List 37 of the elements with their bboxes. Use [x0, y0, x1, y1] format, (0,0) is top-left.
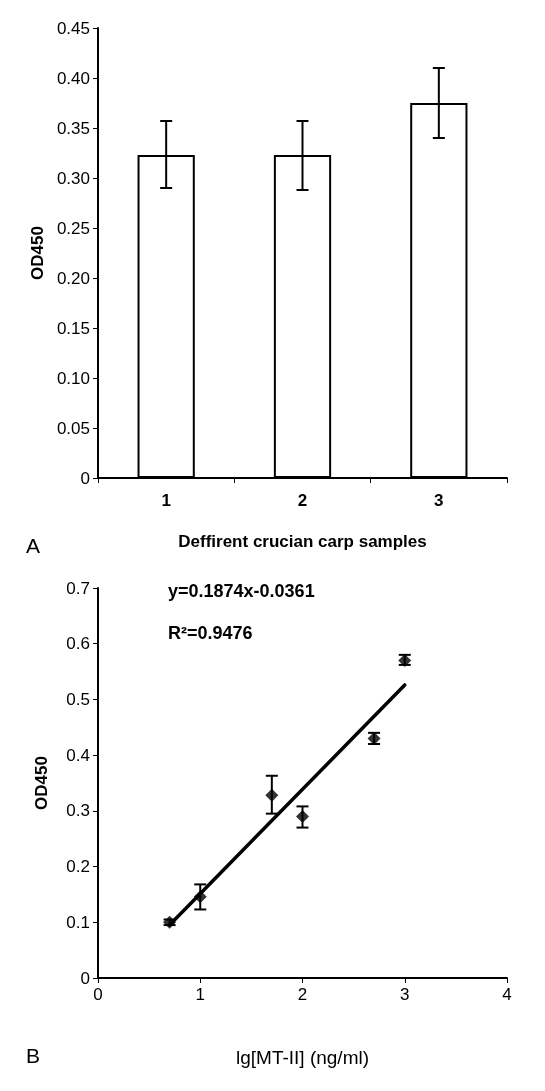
y-tick-label: 0.40 — [56, 68, 90, 88]
y-tick-label: 0.20 — [56, 268, 90, 288]
y-tick-label: 0.5 — [66, 689, 90, 709]
y-tick-label: 0 — [80, 968, 90, 988]
x-axis-title: Deffirent crucian carp samples — [178, 532, 427, 551]
y-tick-label: 0.7 — [66, 578, 90, 598]
x-tick-label: 3 — [434, 491, 444, 510]
point — [265, 788, 279, 802]
x-tick-label: 3 — [400, 985, 410, 1004]
y-tick-label: 0.6 — [66, 634, 90, 654]
x-axis-title: lg[MT-II] (ng/ml) — [235, 1047, 370, 1068]
x-tick-label: 2 — [297, 491, 308, 510]
y-tick-label: 0.2 — [66, 857, 90, 877]
x-tick-label: 4 — [502, 985, 512, 1004]
x-tick-label: 1 — [195, 985, 205, 1004]
x-tick-label: 2 — [297, 985, 308, 1004]
x-tick-label: 0 — [93, 985, 103, 1004]
y-tick-label: 0.45 — [56, 18, 90, 38]
x-tick-label: 1 — [161, 491, 171, 510]
y-tick-label: 0.30 — [56, 168, 90, 188]
annotation: R²=0.9476 — [168, 623, 253, 643]
y-tick-label: 0.1 — [66, 912, 90, 932]
y-axis-title: OD450 — [28, 226, 48, 280]
y-tick-label: 0.10 — [56, 368, 90, 388]
y-tick-label: 0.25 — [56, 218, 90, 238]
point — [193, 890, 207, 904]
text: B — [26, 1044, 41, 1067]
y-tick-label: 0.3 — [66, 801, 90, 821]
y-tick-label: 0.15 — [56, 318, 90, 338]
y-tick-label: 0.4 — [66, 745, 90, 765]
y-tick-label: 0 — [80, 468, 90, 488]
point — [296, 809, 309, 823]
y-axis-title: OD450 — [32, 756, 51, 810]
y-tick-label: 0.05 — [56, 418, 90, 438]
annotation: y=0.1874x-0.0361 — [168, 581, 315, 601]
y-tick-label: 0.35 — [56, 118, 90, 138]
text: A — [26, 534, 41, 557]
